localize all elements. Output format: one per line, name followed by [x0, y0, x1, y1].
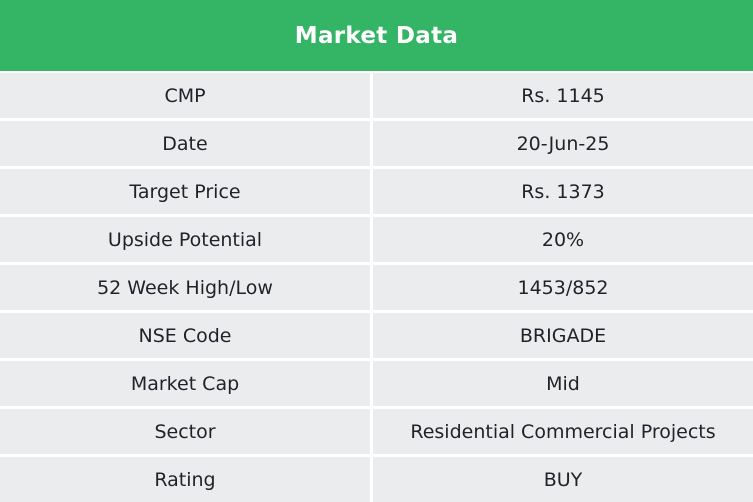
row-value: BUY	[373, 457, 753, 502]
row-label: CMP	[0, 73, 370, 118]
table-row: Rating BUY	[0, 457, 753, 502]
row-label: Market Cap	[0, 361, 370, 406]
row-value: 1453/852	[373, 265, 753, 310]
table-header: Market Data	[0, 0, 753, 71]
row-label: Target Price	[0, 169, 370, 214]
row-label: 52 Week High/Low	[0, 265, 370, 310]
row-label: Upside Potential	[0, 217, 370, 262]
row-value: Mid	[373, 361, 753, 406]
row-label: Sector	[0, 409, 370, 454]
table-row: Target Price Rs. 1373	[0, 169, 753, 214]
row-value: BRIGADE	[373, 313, 753, 358]
table-row: CMP Rs. 1145	[0, 73, 753, 118]
row-value: Rs. 1373	[373, 169, 753, 214]
market-data-table: CMP Rs. 1145 Date 20-Jun-25 Target Price…	[0, 71, 753, 502]
row-value: Residential Commercial Projects	[373, 409, 753, 454]
table-title: Market Data	[294, 22, 459, 49]
row-value: Rs. 1145	[373, 73, 753, 118]
row-label: Date	[0, 121, 370, 166]
row-value: 20-Jun-25	[373, 121, 753, 166]
table-row: Upside Potential 20%	[0, 217, 753, 262]
table-row: Sector Residential Commercial Projects	[0, 409, 753, 454]
table-row: 52 Week High/Low 1453/852	[0, 265, 753, 310]
table-row: Date 20-Jun-25	[0, 121, 753, 166]
table-row: NSE Code BRIGADE	[0, 313, 753, 358]
table-row: Market Cap Mid	[0, 361, 753, 406]
row-label: Rating	[0, 457, 370, 502]
row-label: NSE Code	[0, 313, 370, 358]
row-value: 20%	[373, 217, 753, 262]
